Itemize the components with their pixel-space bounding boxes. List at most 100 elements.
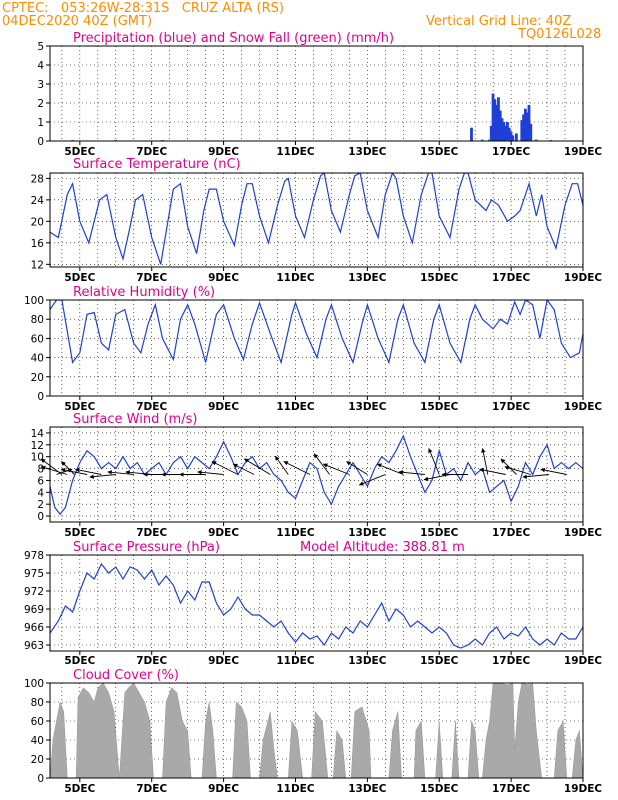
- y-tick-label: 20: [31, 754, 44, 766]
- panel-frame: [49, 426, 584, 523]
- panel-frame: [49, 172, 584, 268]
- precip-bar: [497, 97, 500, 141]
- y-tick-label: 4: [37, 487, 44, 499]
- precip-bar: [511, 135, 515, 141]
- x-tick-label: 19DEC: [564, 272, 603, 284]
- panel-temperature: 12 16 20 24 28 5DEC 7DEC 9DEC 11DEC 13DEC 15DEC 17D…: [31, 157, 603, 284]
- x-tick-label: 19DEC: [564, 655, 603, 667]
- x-tick-label: 11DEC: [276, 272, 315, 284]
- y-tick-label: 24: [31, 195, 45, 207]
- x-tick-label: 7DEC: [136, 783, 167, 795]
- precip-bar: [529, 123, 533, 141]
- x-tick-label: 7DEC: [136, 655, 167, 667]
- wind-arrow: [479, 467, 506, 475]
- y-tick-label: 80: [31, 314, 44, 326]
- panel-frame: [49, 45, 584, 142]
- y-tick-label: 975: [24, 568, 44, 580]
- x-tick-label: 5DEC: [64, 655, 95, 667]
- x-tick-label: 9DEC: [208, 655, 239, 667]
- series-line-0: [50, 434, 583, 516]
- wind-arrow: [89, 474, 116, 479]
- x-tick-label: 5DEC: [64, 401, 95, 413]
- y-tick-label: 3: [37, 79, 44, 91]
- x-tick-label: 13DEC: [348, 527, 387, 539]
- x-tick-label: 17DEC: [492, 272, 531, 284]
- wind-arrow: [358, 474, 386, 486]
- panel-title: Surface Wind (m/s): [73, 412, 197, 427]
- series-line-0: [50, 173, 583, 265]
- header-model-code: TQ0126L028: [518, 27, 602, 42]
- panel-title: Surface Temperature (nC): [73, 157, 241, 172]
- x-tick-label: 15DEC: [420, 146, 459, 158]
- wind-arrow: [61, 461, 75, 475]
- y-tick-label: 16: [31, 238, 45, 250]
- y-tick-label: 28: [31, 173, 44, 185]
- y-tick-label: 10: [31, 452, 44, 464]
- y-tick-label: 0: [37, 511, 44, 523]
- precip-bar: [509, 131, 513, 141]
- y-tick-label: 5: [37, 41, 44, 53]
- y-tick-label: 20: [31, 216, 44, 228]
- precip-bar: [470, 127, 473, 141]
- x-tick-label: 13DEC: [348, 146, 387, 158]
- panel-frame: [49, 554, 584, 652]
- wind-arrow: [376, 463, 404, 475]
- x-tick-label: 15DEC: [420, 527, 459, 539]
- precip-bar: [522, 114, 525, 141]
- x-tick-label: 9DEC: [208, 783, 239, 795]
- x-tick-label: 13DEC: [348, 401, 387, 413]
- precip-bar: [504, 125, 508, 141]
- y-tick-label: 0: [37, 773, 44, 785]
- x-tick-label: 11DEC: [276, 401, 315, 413]
- x-tick-label: 9DEC: [208, 401, 239, 413]
- x-tick-label: 15DEC: [420, 783, 459, 795]
- wind-arrow: [243, 458, 271, 475]
- x-tick-label: 19DEC: [564, 783, 603, 795]
- y-tick-label: 80: [31, 697, 44, 709]
- y-tick-label: 12: [31, 259, 44, 271]
- y-tick-label: 963: [24, 640, 44, 652]
- x-tick-label: 13DEC: [348, 655, 387, 667]
- wind-arrow: [40, 465, 68, 475]
- panel-humidity: 0 20 40 60 80 100 5DEC 7DEC 9DEC 11DEC 13DEC 15DEC 1…: [24, 285, 602, 413]
- wind-arrows: [40, 448, 567, 486]
- x-tick-label: 13DEC: [348, 783, 387, 795]
- wind-arrow: [274, 455, 289, 475]
- plot-area: [50, 434, 583, 516]
- y-tick-label: 4: [37, 60, 44, 72]
- x-tick-label: 5DEC: [64, 527, 95, 539]
- wind-arrow: [74, 467, 102, 475]
- x-tick-label: 15DEC: [420, 272, 459, 284]
- plot-area: [50, 300, 583, 365]
- x-tick-label: 17DEC: [492, 146, 531, 158]
- panel-frame: [49, 299, 584, 397]
- wind-arrow: [232, 463, 255, 475]
- x-tick-label: 7DEC: [136, 146, 167, 158]
- y-tick-label: 8: [37, 464, 44, 476]
- x-tick-label: 15DEC: [420, 655, 459, 667]
- x-tick-label: 15DEC: [420, 401, 459, 413]
- x-tick-label: 9DEC: [208, 146, 239, 158]
- x-tick-label: 19DEC: [564, 146, 603, 158]
- series-line-0: [50, 562, 583, 649]
- y-tick-label: 978: [24, 550, 44, 562]
- wind-arrow: [322, 463, 350, 475]
- y-tick-label: 972: [24, 586, 44, 598]
- panel-frame: [49, 682, 584, 779]
- y-tick-label: 100: [24, 295, 44, 307]
- header-grid-note: Vertical Grid Line: 40Z: [426, 14, 572, 29]
- precip-bar: [493, 99, 497, 141]
- wind-arrow: [398, 470, 425, 475]
- y-tick-label: 0: [37, 391, 44, 403]
- panel-title: Precipitation (blue) and Snow Fall (gree…: [73, 31, 394, 46]
- wind-arrow: [197, 470, 224, 475]
- y-tick-label: 2: [37, 98, 44, 110]
- snow-bar: [534, 139, 538, 141]
- y-tick-label: 100: [24, 678, 44, 690]
- y-tick-label: 0: [37, 136, 44, 148]
- plot-area: [50, 683, 583, 778]
- y-tick-label: 60: [31, 333, 44, 345]
- x-tick-label: 11DEC: [276, 783, 315, 795]
- x-tick-label: 17DEC: [492, 401, 531, 413]
